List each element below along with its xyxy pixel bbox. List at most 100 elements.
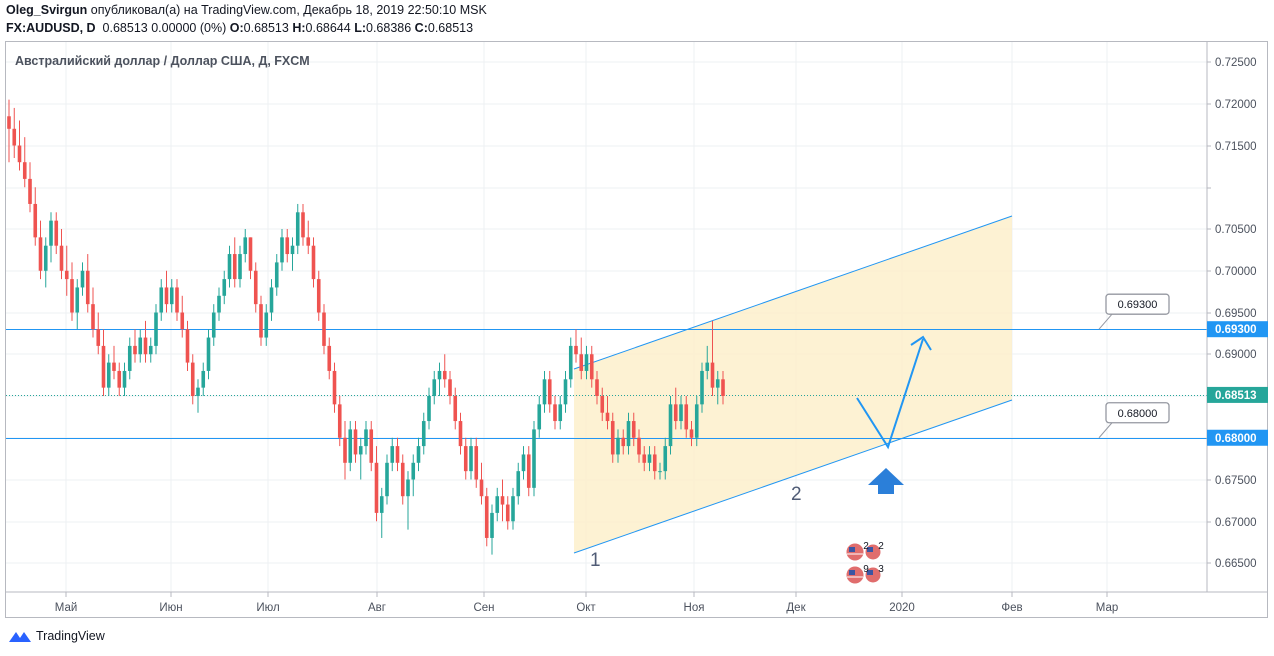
time-tick-label: Май	[55, 602, 78, 614]
candle	[390, 437, 395, 472]
high-label: H:	[292, 21, 306, 35]
candle	[421, 412, 426, 455]
candle	[495, 487, 500, 522]
price-tick-label: 0.71500	[1215, 141, 1257, 153]
candle	[427, 387, 431, 430]
candle	[605, 396, 610, 430]
candle	[301, 203, 305, 246]
candle	[715, 370, 720, 405]
candle	[327, 337, 332, 380]
author-name[interactable]: Oleg_Svirgun	[6, 3, 88, 17]
candle	[553, 396, 557, 430]
arrow-up-icon	[868, 468, 904, 494]
candle	[684, 396, 689, 438]
price-tick-label: 0.69000	[1215, 349, 1257, 361]
candle	[626, 412, 631, 455]
candle	[411, 454, 416, 497]
candle	[217, 287, 221, 321]
economic-events[interactable]: 2 29 3	[845, 541, 884, 585]
price-tick-label: 0.67500	[1215, 475, 1257, 487]
candle	[416, 437, 421, 472]
line-callouts: 0.69300 0.68000	[1098, 293, 1170, 439]
price-label	[1207, 321, 1268, 338]
channel-fill	[574, 216, 1012, 553]
candle	[138, 329, 143, 363]
candle	[521, 446, 526, 480]
candle	[353, 421, 358, 463]
price-axis[interactable]: 0.72500 0.72000 0.71500 0.70500 0.70000 0.695…	[1207, 57, 1257, 570]
candle	[227, 245, 232, 288]
candle	[616, 429, 620, 463]
candle	[264, 304, 269, 346]
candle	[154, 304, 158, 355]
price-label-text: 0.69300	[1215, 324, 1257, 336]
candle	[500, 479, 505, 522]
candle	[511, 487, 515, 530]
candle	[589, 345, 594, 388]
candle	[232, 237, 237, 288]
candle	[642, 446, 647, 472]
candle	[469, 437, 473, 480]
candle	[694, 396, 699, 447]
candle	[316, 270, 321, 321]
candle	[453, 387, 458, 430]
callout-box[interactable]	[1105, 402, 1170, 424]
price-label-text: 0.68513	[1215, 390, 1257, 402]
candle	[579, 337, 584, 380]
price-label	[1207, 386, 1268, 403]
low-label: L:	[354, 21, 366, 35]
footer: TradingView	[8, 628, 105, 644]
time-tick-label: Авг	[368, 602, 386, 614]
candle	[574, 329, 578, 363]
candle	[563, 370, 568, 413]
candle	[106, 354, 111, 396]
candle	[369, 421, 374, 472]
channel-lower-line[interactable]	[573, 399, 1013, 554]
candle	[185, 320, 190, 371]
candle	[259, 295, 263, 346]
candle	[595, 370, 599, 405]
candle	[211, 304, 216, 346]
candle	[169, 279, 174, 313]
brand-name[interactable]: TradingView	[36, 629, 105, 643]
candle	[484, 487, 489, 547]
time-tick-label: Окт	[576, 602, 596, 614]
candle	[148, 337, 153, 363]
projection-arrowhead	[910, 335, 932, 351]
candle	[721, 370, 725, 405]
time-tick-label: Фев	[1001, 602, 1022, 614]
time-tick-label: 2020	[889, 602, 915, 614]
candle	[306, 220, 311, 255]
candle	[463, 437, 468, 480]
candle	[379, 487, 384, 538]
price-label	[1207, 429, 1268, 446]
candle	[80, 262, 85, 296]
price-tick-label: 0.70000	[1215, 266, 1257, 278]
wave-label-2: 2	[791, 484, 802, 505]
price-tick-label: 0.67000	[1215, 517, 1257, 529]
candle	[658, 462, 662, 480]
candle	[159, 279, 164, 321]
projection-arrow[interactable]	[856, 338, 924, 450]
price-tick-label: 0.66500	[1215, 558, 1257, 570]
candle	[647, 446, 652, 472]
candle	[322, 304, 326, 355]
time-axis[interactable]: Май Июн Июл Авг Сен Окт Ноя Дек 2020 Фев Мар	[55, 592, 1119, 614]
candle	[358, 437, 363, 480]
channel-upper-line[interactable]	[573, 215, 1013, 370]
candle	[448, 370, 452, 405]
svg-text:9: 9	[863, 564, 869, 575]
publish-text: опубликовал(а) на TradingView.com, Декаб…	[90, 3, 487, 17]
candle	[343, 421, 347, 480]
candle	[295, 203, 300, 255]
candle	[526, 446, 531, 497]
candle	[96, 312, 101, 355]
candle	[621, 429, 626, 455]
price-change: 0.68513 0.00000 (0%)	[102, 21, 227, 35]
candle	[190, 354, 195, 405]
callout-box[interactable]	[1105, 293, 1170, 315]
candle	[479, 462, 484, 505]
